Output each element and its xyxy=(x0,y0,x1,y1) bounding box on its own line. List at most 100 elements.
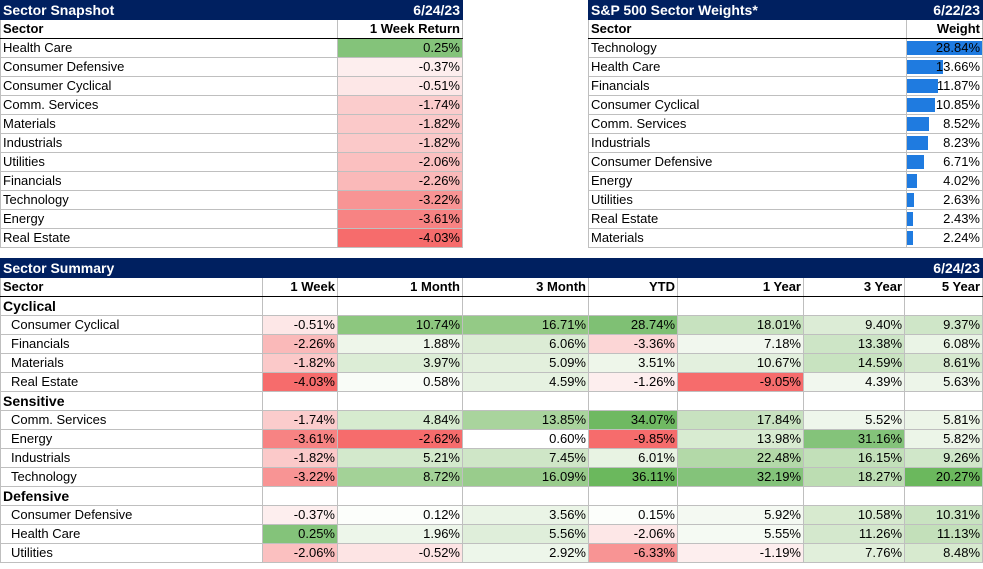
summary-value: -2.06% xyxy=(262,543,338,563)
summary-group-row: Sensitive xyxy=(0,391,983,411)
summary-value: -1.82% xyxy=(262,353,338,373)
summary-row: Consumer Cyclical -0.51% 10.74% 16.71% 28.74… xyxy=(0,315,983,335)
summary-value: 5.92% xyxy=(677,505,804,525)
weights-value: 2.24% xyxy=(943,230,980,245)
summary-row: Utilities -2.06% -0.52% 2.92% -6.33% -1.19% 7.… xyxy=(0,543,983,563)
summary-col-header: 1 Year xyxy=(677,277,804,297)
summary-col-header: 1 Week xyxy=(262,277,338,297)
weights-date: 6/22/23 xyxy=(906,0,983,20)
summary-group-label: Sensitive xyxy=(0,391,263,411)
weights-value-cell: 8.52% xyxy=(906,114,983,134)
summary-value: 5.55% xyxy=(677,524,804,544)
summary-value: -1.82% xyxy=(262,448,338,468)
weights-value-cell: 4.02% xyxy=(906,171,983,191)
summary-value: 7.45% xyxy=(462,448,589,468)
snapshot-row: Health Care 0.25% xyxy=(0,38,463,58)
summary-col-header: 3 Year xyxy=(802,277,906,297)
summary-sector: Consumer Cyclical xyxy=(0,315,263,335)
summary-value: 16.71% xyxy=(462,315,589,335)
summary-header-row: Sector 1 Week 1 Month 3 Month YTD 1 Year 3 Yea… xyxy=(0,277,983,297)
summary-value: -0.37% xyxy=(262,505,338,525)
summary-value: -2.26% xyxy=(262,334,338,354)
weights-value-cell: 10.85% xyxy=(906,95,983,115)
snapshot-return: -1.74% xyxy=(337,95,463,115)
weight-bar xyxy=(907,117,930,131)
snapshot-sector: Technology xyxy=(0,190,338,210)
snapshot-sector: Comm. Services xyxy=(0,95,338,115)
snapshot-return: -1.82% xyxy=(337,133,463,153)
summary-row: Technology -3.22% 8.72% 16.09% 36.11% 32.19% 1… xyxy=(0,467,983,487)
summary-sector: Real Estate xyxy=(0,372,263,392)
sector-summary-table: Sector Summary 6/24/23 Sector 1 Week 1 Mon… xyxy=(0,258,983,563)
summary-title-row: Sector Summary 6/24/23 xyxy=(0,258,983,278)
summary-value: 17.84% xyxy=(677,410,804,430)
summary-value: 6.01% xyxy=(588,448,678,468)
summary-value: -3.22% xyxy=(262,467,338,487)
summary-value: 3.51% xyxy=(588,353,678,373)
summary-value: 5.82% xyxy=(904,429,983,449)
summary-group-blank xyxy=(904,486,983,506)
weights-sector: Health Care xyxy=(588,57,907,77)
weights-value: 11.87% xyxy=(936,78,980,93)
summary-group-blank xyxy=(802,486,906,506)
summary-group-blank xyxy=(588,486,678,506)
weights-row: Financials 11.87% xyxy=(588,76,983,96)
snapshot-col-return: 1 Week Return xyxy=(337,19,463,39)
summary-group-label: Defensive xyxy=(0,486,263,506)
weights-row: Industrials 8.23% xyxy=(588,133,983,153)
summary-value: 13.98% xyxy=(677,429,804,449)
summary-group-blank xyxy=(337,296,463,316)
summary-row: Comm. Services -1.74% 4.84% 13.85% 34.07% 17.… xyxy=(0,410,983,430)
snapshot-return: -3.22% xyxy=(337,190,463,210)
summary-value: 16.09% xyxy=(462,467,589,487)
snapshot-row: Energy -3.61% xyxy=(0,209,463,229)
summary-value: 7.76% xyxy=(802,543,906,563)
weights-row: Energy 4.02% xyxy=(588,171,983,191)
weights-title-row: S&P 500 Sector Weights* 6/22/23 xyxy=(588,0,983,20)
weights-sector: Technology xyxy=(588,38,907,58)
summary-value: 1.88% xyxy=(337,334,463,354)
snapshot-sector: Consumer Defensive xyxy=(0,57,338,77)
summary-value: 9.40% xyxy=(802,315,906,335)
snapshot-return: -0.51% xyxy=(337,76,463,96)
summary-value: 5.81% xyxy=(904,410,983,430)
summary-value: 13.85% xyxy=(462,410,589,430)
weights-sector: Energy xyxy=(588,171,907,191)
summary-value: 2.92% xyxy=(462,543,589,563)
summary-row: Materials -1.82% 3.97% 5.09% 3.51% 10.67% 14.5… xyxy=(0,353,983,373)
summary-value: -1.26% xyxy=(588,372,678,392)
summary-sector: Industrials xyxy=(0,448,263,468)
summary-value: 1.96% xyxy=(337,524,463,544)
snapshot-date: 6/24/23 xyxy=(337,0,463,20)
summary-group-blank xyxy=(337,391,463,411)
summary-group-blank xyxy=(677,486,804,506)
weight-bar xyxy=(907,79,938,93)
summary-value: 16.15% xyxy=(802,448,906,468)
snapshot-row: Consumer Cyclical -0.51% xyxy=(0,76,463,96)
summary-col-header: YTD xyxy=(588,277,678,297)
snapshot-title: Sector Snapshot xyxy=(0,0,338,20)
snapshot-sector: Energy xyxy=(0,209,338,229)
weights-row: Real Estate 2.43% xyxy=(588,209,983,229)
summary-value: 20.27% xyxy=(904,467,983,487)
summary-value: 7.18% xyxy=(677,334,804,354)
summary-value: 6.08% xyxy=(904,334,983,354)
summary-value: 5.21% xyxy=(337,448,463,468)
summary-value: 18.27% xyxy=(802,467,906,487)
summary-sector: Technology xyxy=(0,467,263,487)
summary-value: 11.26% xyxy=(802,524,906,544)
weight-bar xyxy=(907,136,929,150)
snapshot-col-sector: Sector xyxy=(0,19,338,39)
snapshot-return: -2.06% xyxy=(337,152,463,172)
summary-value: 34.07% xyxy=(588,410,678,430)
summary-group-blank xyxy=(904,391,983,411)
summary-value: 6.06% xyxy=(462,334,589,354)
snapshot-return: -2.26% xyxy=(337,171,463,191)
summary-col-header: 5 Year xyxy=(904,277,983,297)
summary-row: Energy -3.61% -2.62% 0.60% -9.85% 13.98% 31.16… xyxy=(0,429,983,449)
snapshot-row: Utilities -2.06% xyxy=(0,152,463,172)
summary-row: Health Care 0.25% 1.96% 5.56% -2.06% 5.55% 11.… xyxy=(0,524,983,544)
summary-group-blank xyxy=(337,486,463,506)
weights-sector: Financials xyxy=(588,76,907,96)
weights-row: Consumer Cyclical 10.85% xyxy=(588,95,983,115)
